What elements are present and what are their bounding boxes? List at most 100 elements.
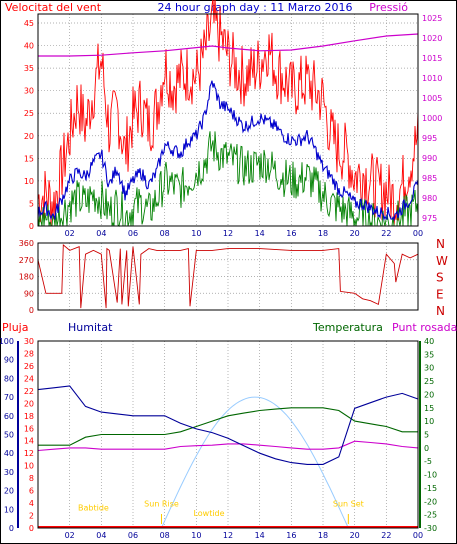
rain-y-tick-label: 10 xyxy=(24,462,34,471)
rain-y-tick-label: 4 xyxy=(29,499,34,508)
pressure-y-tick-label: 1020 xyxy=(422,34,442,43)
wind-y-tick-label: 20 xyxy=(24,132,34,141)
wind-y-tick-label: 0 xyxy=(29,222,34,231)
x-tick-label: 20 xyxy=(350,229,360,238)
tide-sun-annotation: Sun Rise xyxy=(144,500,179,509)
direction-y-tick-label: 90 xyxy=(24,289,34,298)
wind-max-series xyxy=(37,0,419,227)
rain-y-tick-label: 14 xyxy=(24,437,34,446)
rain-y-tick-label: 20 xyxy=(24,399,34,408)
humidity-axis-title: Humitat xyxy=(68,321,113,334)
x-tick-label: 08 xyxy=(160,531,170,540)
rain-y-tick-label: 18 xyxy=(24,412,34,421)
temperature-y-tick-label: -25 xyxy=(424,511,437,520)
wind-y-tick-label: 30 xyxy=(24,87,34,96)
pressure-y-tick-label: 1010 xyxy=(422,74,442,83)
x-tick-label: 10 xyxy=(191,531,201,540)
x-tick-label: 14 xyxy=(255,531,265,540)
dewpoint-axis-title: Punt rosada xyxy=(392,321,457,334)
temperature-y-tick-label: 40 xyxy=(424,337,434,346)
climate-panel-frame xyxy=(37,340,419,529)
temperature-y-tick-label: 20 xyxy=(424,390,434,399)
direction-y-tick-label: 180 xyxy=(19,273,34,282)
pressure-y-tick-label: 985 xyxy=(422,174,437,183)
rain-y-tick-label: 30 xyxy=(24,337,34,346)
x-tick-label: 10 xyxy=(191,229,201,238)
humidity-y-tick-label: 20 xyxy=(4,487,14,496)
wind-y-tick-label: 45 xyxy=(24,19,34,28)
x-tick-label: 14 xyxy=(255,229,265,238)
temperature-y-tick-label: 10 xyxy=(424,417,434,426)
humidity-y-tick-label: 60 xyxy=(4,412,14,421)
x-tick-label: 20 xyxy=(350,531,360,540)
temperature-y-tick-label: 5 xyxy=(424,431,429,440)
rain-y-tick-label: 12 xyxy=(24,449,34,458)
pressure-y-tick-label: 1000 xyxy=(422,114,442,123)
temperature-axis-title: Temperatura xyxy=(312,321,383,334)
x-tick-label: 18 xyxy=(318,531,328,540)
temperature-y-tick-label: 0 xyxy=(424,444,429,453)
temperature-series xyxy=(38,407,418,446)
direction-y-tick-label: 270 xyxy=(19,256,34,265)
humidity-y-tick-label: 50 xyxy=(4,431,14,440)
pressure-y-tick-label: 1015 xyxy=(422,54,442,63)
x-tick-label: 02 xyxy=(65,229,75,238)
pressure-axis-title: Pressió xyxy=(369,1,408,14)
rain-y-tick-label: 26 xyxy=(24,362,34,371)
wind-y-tick-label: 10 xyxy=(24,177,34,186)
compass-label: S xyxy=(436,271,444,285)
tide-sun-annotation: Lowtide xyxy=(193,509,224,518)
pressure-series xyxy=(38,33,419,57)
temperature-y-tick-label: 15 xyxy=(424,404,434,413)
x-tick-label: 16 xyxy=(286,229,296,238)
pressure-y-tick-label: 995 xyxy=(422,134,437,143)
compass-label: E xyxy=(436,287,444,301)
compass-label: N xyxy=(436,237,445,251)
pressure-y-tick-label: 980 xyxy=(422,194,437,203)
x-tick-label: 00 xyxy=(413,531,423,540)
dewpoint-series xyxy=(37,440,419,452)
rain-y-tick-label: 16 xyxy=(24,424,34,433)
temperature-y-tick-label: -5 xyxy=(424,457,432,466)
x-tick-label: 22 xyxy=(381,229,391,238)
temperature-y-tick-label: 25 xyxy=(424,377,434,386)
pressure-y-tick-label: 975 xyxy=(422,214,437,223)
humidity-y-tick-label: 10 xyxy=(4,505,14,514)
direction-y-tick-label: 360 xyxy=(19,239,34,248)
rain-y-tick-label: 24 xyxy=(24,374,34,383)
humidity-y-tick-label: 80 xyxy=(4,374,14,383)
wind-y-tick-label: 35 xyxy=(24,64,34,73)
chart-title: 24 hour graph day : 11 Marzo 2016 xyxy=(157,1,352,14)
temperature-y-tick-label: 35 xyxy=(424,350,434,359)
x-tick-label: 04 xyxy=(96,229,106,238)
humidity-y-tick-label: 30 xyxy=(4,468,14,477)
direction-panel-frame xyxy=(37,242,419,311)
rain-y-tick-label: 28 xyxy=(24,349,34,358)
wind-axis-title: Velocitat del vent xyxy=(5,1,102,14)
x-tick-label: 16 xyxy=(286,531,296,540)
wind-y-tick-label: 15 xyxy=(24,154,34,163)
wind-y-tick-label: 5 xyxy=(29,199,34,208)
temperature-y-tick-label: 30 xyxy=(424,364,434,373)
pressure-y-tick-label: 1005 xyxy=(422,94,442,103)
tide-sun-annotation: Sun Set xyxy=(333,500,364,509)
x-tick-label: 12 xyxy=(223,229,233,238)
x-tick-label: 08 xyxy=(160,229,170,238)
rain-y-tick-label: 0 xyxy=(29,524,34,533)
rain-axis-title: Pluja xyxy=(2,321,28,334)
temperature-y-tick-label: -15 xyxy=(424,484,437,493)
temperature-y-tick-label: -20 xyxy=(424,497,437,506)
humidity-y-tick-label: 40 xyxy=(4,449,14,458)
wind-panel-frame xyxy=(37,13,419,227)
x-tick-label: 00 xyxy=(413,229,423,238)
x-tick-label: 06 xyxy=(128,531,138,540)
compass-label: N xyxy=(436,304,445,318)
humidity-y-tick-label: 90 xyxy=(4,356,14,365)
x-tick-label: 18 xyxy=(318,229,328,238)
compass-label: W xyxy=(436,254,448,268)
pressure-y-tick-label: 1025 xyxy=(422,14,442,23)
humidity-series xyxy=(37,385,419,465)
rain-y-tick-label: 6 xyxy=(29,487,34,496)
wind-min-series xyxy=(37,131,419,227)
rain-y-tick-label: 2 xyxy=(29,512,34,521)
